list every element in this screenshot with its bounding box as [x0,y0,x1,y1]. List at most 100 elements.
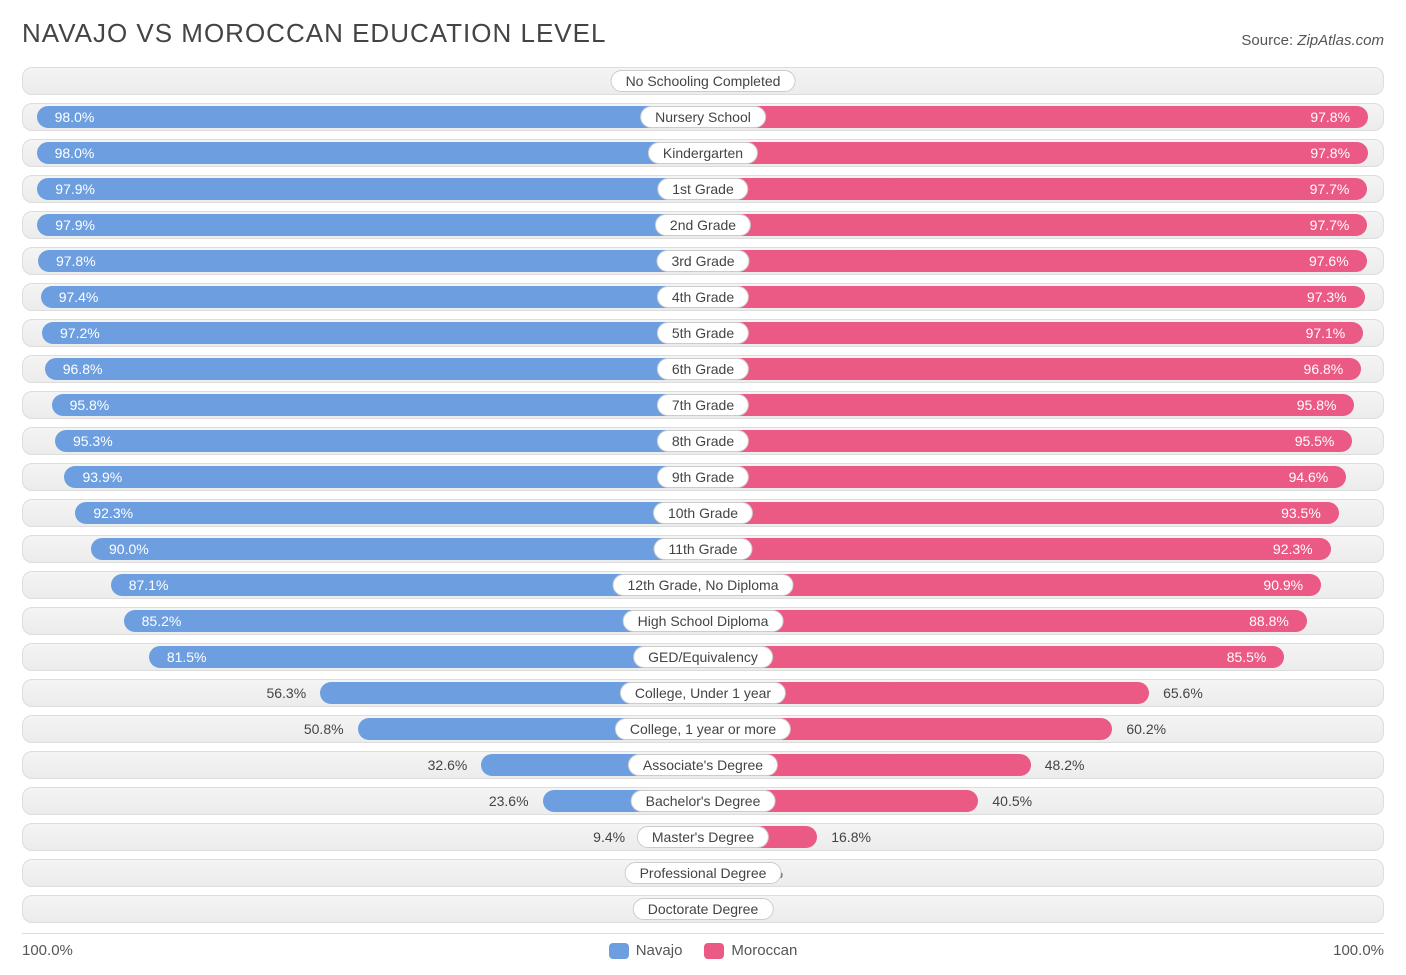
bar-half-left: 92.3% [23,500,703,526]
bar-left-value: 96.8% [55,361,111,377]
bar-half-right: 97.7% [703,176,1383,202]
bar-right-value: 97.1% [1298,325,1354,341]
chart-axis: 100.0% Navajo Moroccan 100.0% [22,933,1384,959]
chart-row: 92.3%93.5%10th Grade [22,499,1384,527]
bar-half-left: 97.8% [23,248,703,274]
chart-row: 97.9%97.7%1st Grade [22,175,1384,203]
bar-left-value: 97.8% [48,253,104,269]
bar-half-left: 87.1% [23,572,703,598]
chart-row: 96.8%96.8%6th Grade [22,355,1384,383]
bar-half-left: 97.4% [23,284,703,310]
category-label: 8th Grade [657,430,749,452]
bar-half-right: 85.5% [703,644,1383,670]
bar-half-right: 40.5% [703,788,1383,814]
chart-row: 98.0%97.8%Nursery School [22,103,1384,131]
bar-half-left: 1.4% [23,896,703,922]
category-label: Doctorate Degree [633,898,774,920]
bar-left: 95.8% [52,394,703,416]
category-label: 9th Grade [657,466,749,488]
bar-left-value: 32.6% [420,757,476,773]
bar-left-value: 56.3% [258,685,314,701]
bar-half-left: 95.8% [23,392,703,418]
bar-left-value: 97.4% [51,289,107,305]
chart-row: 32.6% 48.2%Associate's Degree [22,751,1384,779]
chart-row: 97.8%97.6%3rd Grade [22,247,1384,275]
bar-right: 90.9% [703,574,1321,596]
chart-row: 97.2%97.1%5th Grade [22,319,1384,347]
bar-half-right: 97.8% [703,104,1383,130]
chart-row: 95.3% 95.5%8th Grade [22,427,1384,455]
source-site: ZipAtlas.com [1297,32,1384,49]
bar-right-value: 16.8% [823,829,879,845]
bar-left-value: 97.9% [47,181,103,197]
bar-right-value: 97.7% [1302,217,1358,233]
bar-right-value: 94.6% [1281,469,1337,485]
bar-right: 97.7% [703,214,1367,236]
bar-half-right: 90.9% [703,572,1383,598]
bar-left: 97.4% [41,286,703,308]
chart-row: 50.8%60.2%College, 1 year or more [22,715,1384,743]
bar-half-left: 97.9% [23,212,703,238]
axis-right-label: 100.0% [1333,942,1384,959]
bar-right-value: 93.5% [1273,505,1329,521]
bar-left: 97.8% [38,250,703,272]
bar-half-right: 97.8% [703,140,1383,166]
legend-swatch-right [704,943,724,959]
bar-right: 92.3% [703,538,1331,560]
chart-row: 95.8%95.8%7th Grade [22,391,1384,419]
bar-right-value: 60.2% [1118,721,1174,737]
bar-left-value: 92.3% [85,505,141,521]
bar-right: 95.5% [703,430,1352,452]
bar-half-right: 97.3% [703,284,1383,310]
bar-right: 96.8% [703,358,1361,380]
bar-left-value: 85.2% [134,613,190,629]
legend-item-right: Moroccan [704,942,797,959]
bar-left: 97.2% [42,322,703,344]
bar-right: 95.8% [703,394,1354,416]
bar-left-value: 93.9% [74,469,130,485]
bar-left: 98.0% [37,142,703,164]
category-label: Master's Degree [637,826,769,848]
bar-half-left: 98.0% [23,140,703,166]
axis-left-label: 100.0% [22,942,73,959]
bar-half-left: 2.1% [23,68,703,94]
bar-half-left: 85.2% [23,608,703,634]
bar-half-right: 92.3% [703,536,1383,562]
bar-right-value: 97.7% [1302,181,1358,197]
bar-half-left: 23.6% [23,788,703,814]
bar-left: 97.9% [37,178,703,200]
chart-row: 2.1%2.2%No Schooling Completed [22,67,1384,95]
bar-right: 97.1% [703,322,1363,344]
bar-half-left: 50.8% [23,716,703,742]
category-label: College, Under 1 year [620,682,786,704]
category-label: 6th Grade [657,358,749,380]
legend-label-right: Moroccan [731,942,797,959]
bar-left-value: 95.3% [65,433,121,449]
bar-half-right: 48.2% [703,752,1383,778]
bar-half-right: 97.7% [703,212,1383,238]
category-label: Associate's Degree [628,754,778,776]
bar-left: 85.2% [124,610,703,632]
bar-right-value: 97.8% [1302,145,1358,161]
bar-right: 97.8% [703,106,1368,128]
bar-right-value: 97.8% [1302,109,1358,125]
bar-left: 90.0% [91,538,703,560]
legend-swatch-left [609,943,629,959]
bar-half-left: 97.2% [23,320,703,346]
bar-half-left: 90.0% [23,536,703,562]
bar-right-value: 97.6% [1301,253,1357,269]
chart-legend: Navajo Moroccan [609,942,798,959]
bar-half-left: 2.9% [23,860,703,886]
bar-left-value: 97.9% [47,217,103,233]
bar-left-value: 87.1% [121,577,177,593]
bar-half-left: 32.6% [23,752,703,778]
bar-right: 97.6% [703,250,1367,272]
bar-left: 98.0% [37,106,703,128]
chart-row: 97.9%97.7%2nd Grade [22,211,1384,239]
bar-right: 97.3% [703,286,1365,308]
bar-right-value: 65.6% [1155,685,1211,701]
bar-right: 94.6% [703,466,1346,488]
bar-half-left: 97.9% [23,176,703,202]
bar-half-left: 96.8% [23,356,703,382]
chart-row: 9.4%16.8%Master's Degree [22,823,1384,851]
